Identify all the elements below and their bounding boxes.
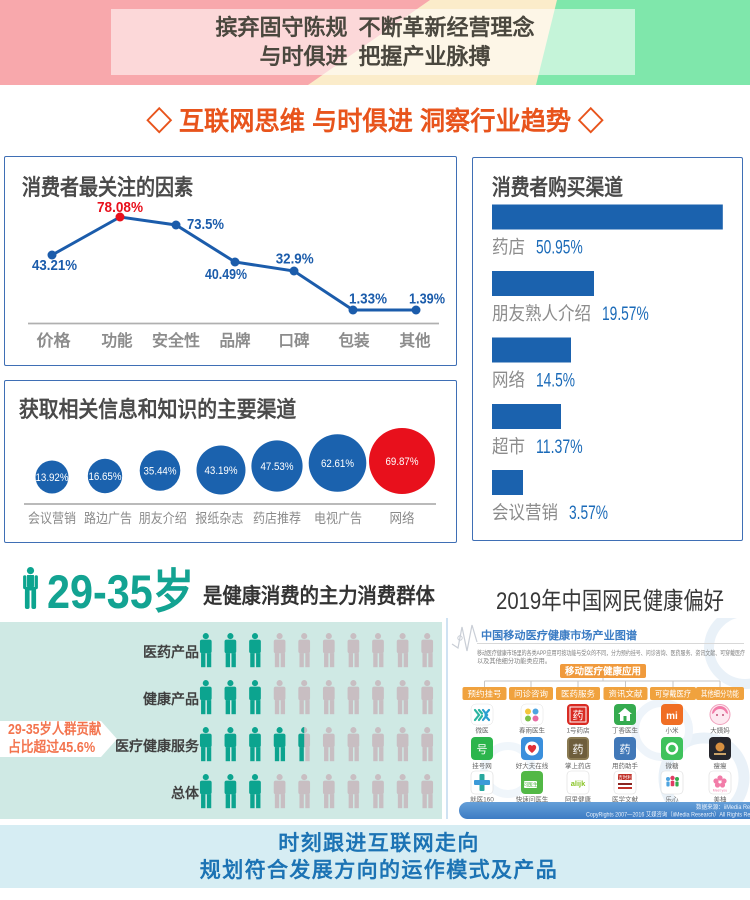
svg-text:mi: mi <box>666 711 678 722</box>
svg-text:乐心: 乐心 <box>666 795 680 804</box>
svg-text:价格: 价格 <box>37 331 72 350</box>
svg-text:路边广告: 路边广告 <box>84 511 132 526</box>
svg-text:13.92%: 13.92% <box>36 472 69 484</box>
svg-text:资讯文献: 资讯文献 <box>609 689 643 699</box>
svg-text:移动医疗健康市场里的各类APP应用可按功能与受众的不同，分为: 移动医疗健康市场里的各类APP应用可按功能与受众的不同，分为预约挂号、问诊咨询、… <box>477 648 746 657</box>
svg-text:可穿戴医疗: 可穿戴医疗 <box>655 689 691 699</box>
svg-text:数据来源：iiMedia Rese: 数据来源：iiMedia Rese <box>696 803 750 811</box>
svg-text:医学文献: 医学文献 <box>612 795 639 804</box>
svg-text:号: 号 <box>477 743 488 756</box>
svg-text:1号药店: 1号药店 <box>566 726 590 735</box>
svg-text:功能: 功能 <box>102 331 133 350</box>
svg-text:1.33%: 1.33% <box>349 291 387 308</box>
svg-text:会议营销: 会议营销 <box>492 502 558 523</box>
svg-text:超市: 超市 <box>492 436 525 457</box>
svg-text:阿里健康: 阿里健康 <box>565 795 592 804</box>
svg-text:会议营销: 会议营销 <box>28 511 76 526</box>
svg-text:就医160: 就医160 <box>470 795 494 804</box>
svg-text:14.5%: 14.5% <box>536 371 575 392</box>
svg-text:用药助手: 用药助手 <box>612 761 639 770</box>
svg-text:47.53%: 47.53% <box>261 461 294 473</box>
svg-text:其他细分功能: 其他细分功能 <box>701 689 739 699</box>
svg-text:50.95%: 50.95% <box>536 238 583 259</box>
svg-text:丁香医生: 丁香医生 <box>612 726 639 735</box>
svg-text:78.08%: 78.08% <box>97 199 143 216</box>
svg-text:35.44%: 35.44% <box>144 466 177 478</box>
svg-text:网络: 网络 <box>492 370 525 391</box>
svg-text:挂号网: 挂号网 <box>472 761 492 770</box>
svg-text:16.65%: 16.65% <box>89 471 122 483</box>
svg-text:包装: 包装 <box>339 331 370 350</box>
svg-text:朋友介绍: 朋友介绍 <box>139 511 187 526</box>
svg-text:吉时利: 吉时利 <box>618 774 632 781</box>
svg-text:移动医疗健康应用: 移动医疗健康应用 <box>565 666 641 678</box>
svg-text:药: 药 <box>620 743 631 756</box>
svg-text:大姨妈: 大姨妈 <box>710 726 730 735</box>
svg-text:微医: 微医 <box>476 726 490 735</box>
svg-text:电视广告: 电视广告 <box>314 511 362 526</box>
svg-text:安全性: 安全性 <box>152 331 200 350</box>
svg-text:问医生: 问医生 <box>523 782 538 789</box>
svg-text:预约挂号: 预约挂号 <box>468 689 502 699</box>
svg-text:瘦瘦: 瘦瘦 <box>714 761 728 770</box>
svg-text:网络: 网络 <box>390 511 415 526</box>
svg-text:32.9%: 32.9% <box>276 251 314 268</box>
svg-text:73.5%: 73.5% <box>187 216 224 233</box>
svg-text:问诊咨询: 问诊咨询 <box>514 689 548 699</box>
svg-text:CopyRights 2007—2016 艾媒咨询（iiMe: CopyRights 2007—2016 艾媒咨询（iiMedia Resear… <box>586 811 750 819</box>
svg-text:朋友熟人介绍: 朋友熟人介绍 <box>492 303 591 324</box>
svg-text:掌上药店: 掌上药店 <box>565 761 592 770</box>
svg-text:Meet you: Meet you <box>713 789 727 793</box>
svg-text:药店: 药店 <box>492 237 525 258</box>
svg-text:43.19%: 43.19% <box>205 465 238 477</box>
svg-text:品牌: 品牌 <box>220 331 251 350</box>
svg-text:药: 药 <box>573 709 584 722</box>
svg-text:19.57%: 19.57% <box>602 304 649 325</box>
svg-text:报纸杂志: 报纸杂志 <box>195 511 243 526</box>
svg-text:药: 药 <box>573 743 584 756</box>
svg-text:40.49%: 40.49% <box>205 266 247 283</box>
svg-text:好大夫在线: 好大夫在线 <box>516 761 549 770</box>
svg-text:小米: 小米 <box>666 726 680 735</box>
svg-text:以及其他细分功能类应用。: 以及其他细分功能类应用。 <box>477 656 551 665</box>
svg-text:69.87%: 69.87% <box>386 456 419 468</box>
svg-text:其他: 其他 <box>400 331 431 350</box>
svg-text:中国移动医疗健康市场产业图谱: 中国移动医疗健康市场产业图谱 <box>481 628 637 642</box>
svg-text:alijk: alijk <box>571 779 586 788</box>
svg-text:口碑: 口碑 <box>279 331 310 350</box>
svg-text:美柚: 美柚 <box>714 795 728 804</box>
svg-text:快速问医生: 快速问医生 <box>516 795 549 804</box>
svg-text:春雨医生: 春雨医生 <box>519 726 546 735</box>
svg-text:1.39%: 1.39% <box>409 291 445 308</box>
svg-text:微糖: 微糖 <box>666 761 680 770</box>
svg-text:药店推荐: 药店推荐 <box>253 511 301 526</box>
svg-text:43.21%: 43.21% <box>32 257 77 274</box>
svg-text:3.57%: 3.57% <box>569 503 608 524</box>
svg-text:医药服务: 医药服务 <box>561 689 595 699</box>
svg-text:62.61%: 62.61% <box>321 458 354 470</box>
svg-text:11.37%: 11.37% <box>536 437 583 458</box>
